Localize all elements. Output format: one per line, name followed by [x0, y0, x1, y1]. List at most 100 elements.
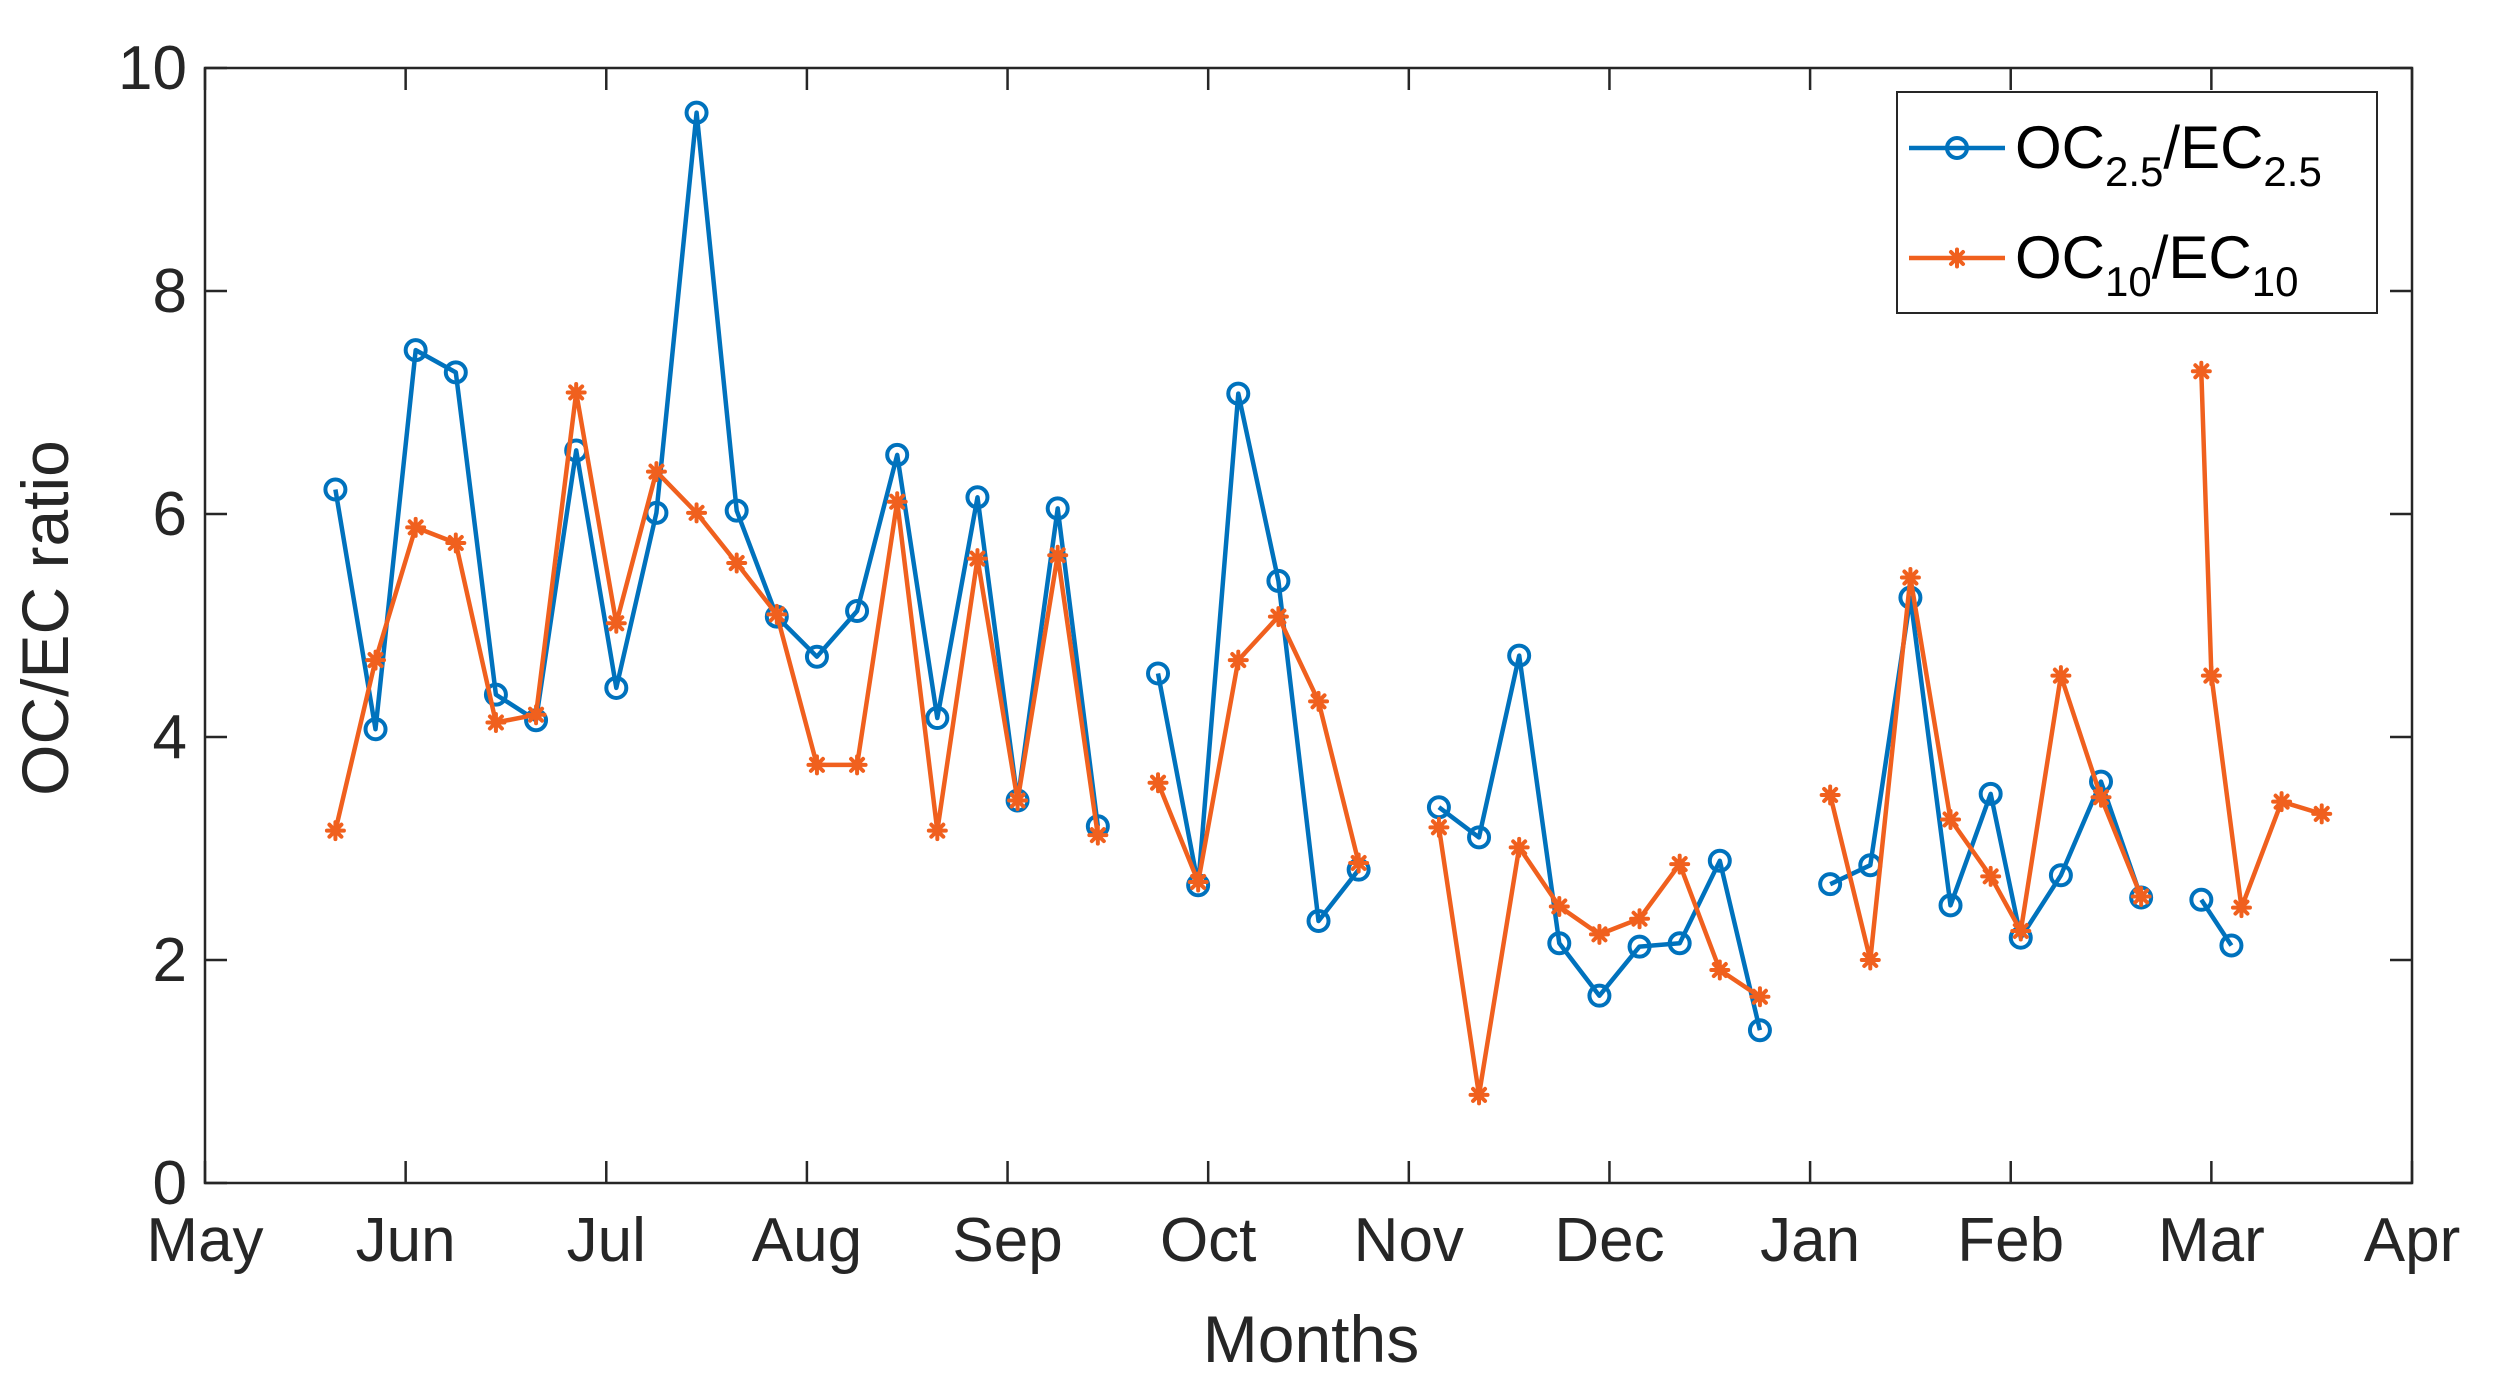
- series-2-point-1-20: [1087, 824, 1109, 846]
- series-2-point-4-3: [1899, 567, 1921, 589]
- series-1-point-1-14: [845, 599, 870, 624]
- series-2-point-4-1: [1819, 784, 1841, 806]
- series-2-point-4-2: [1859, 949, 1881, 971]
- series-2-point-3-3: [1508, 836, 1530, 858]
- series-1-point-3-2: [1467, 825, 1492, 850]
- series-1: [323, 100, 2244, 1043]
- series-1-point-3-7: [1667, 931, 1692, 956]
- legend-entry-2: OC10/EC10: [1909, 224, 2298, 305]
- series-2-point-1-18: [1007, 790, 1029, 812]
- series-1-line-1: [333, 110, 1101, 827]
- series-2-point-1-5: [485, 712, 507, 734]
- legend-marker-2: [1946, 247, 1968, 269]
- x-tick-label-dec: Dec: [1554, 1206, 1664, 1275]
- series-2-point-3-4: [1548, 895, 1570, 917]
- legend-box: [1896, 91, 2378, 314]
- y-tick-label-10: 10: [118, 34, 187, 103]
- y-tick-label-8: 8: [153, 257, 187, 326]
- x-tick-label-nov: Nov: [1354, 1206, 1464, 1275]
- series-2-point-1-4: [445, 532, 467, 554]
- axes-box: [203, 66, 2414, 1185]
- series-2-point-3-6: [1629, 908, 1651, 930]
- series-2-point-3-7: [1669, 853, 1691, 875]
- series-1-point-1-16: [925, 706, 950, 731]
- y-tick-label-2: 2: [153, 926, 187, 995]
- series-2-point-1-6: [525, 704, 547, 726]
- y-tick-label-0: 0: [153, 1149, 187, 1218]
- series-1-point-1-1: [323, 477, 348, 502]
- series-2-point-1-15: [886, 491, 908, 513]
- series-2-point-5-1: [2190, 360, 2212, 382]
- series-2-point-4-7: [2050, 665, 2072, 687]
- x-tick-label-jul: Jul: [567, 1206, 646, 1275]
- x-tick-label-feb: Feb: [1957, 1206, 2064, 1275]
- series-2-point-1-7: [565, 381, 587, 403]
- series-2-point-3-9: [1749, 986, 1771, 1008]
- series-2-point-1-19: [1047, 544, 1069, 566]
- series-1-point-1-3: [403, 338, 428, 363]
- series-2-point-1-10: [686, 502, 708, 524]
- series-1-line-4: [1829, 595, 2144, 940]
- series-1-point-4-5: [1978, 781, 2003, 806]
- series-2-point-1-16: [926, 820, 948, 842]
- series-1-point-3-6: [1627, 934, 1652, 959]
- series-1-point-5-2: [2219, 933, 2244, 958]
- series-2-point-1-17: [966, 548, 988, 570]
- series-1-point-2-4: [1266, 568, 1291, 593]
- series-2-point-2-4: [1267, 606, 1289, 628]
- legend-label-2-part-3: /: [2152, 224, 2169, 291]
- series-1-point-2-5: [1306, 908, 1331, 933]
- y-axis-title: OC/EC ratio: [8, 440, 82, 796]
- x-tick-label-oct: Oct: [1160, 1206, 1256, 1275]
- series-2-point-2-1: [1147, 772, 1169, 794]
- legend-label-2-part-2: 10: [2105, 258, 2152, 305]
- series-1-point-3-3: [1507, 643, 1532, 668]
- series-2-point-4-8: [2090, 786, 2112, 808]
- series-2-point-1-2: [365, 649, 387, 671]
- series-1-point-1-15: [885, 442, 910, 467]
- series-1-point-4-7: [2048, 863, 2073, 888]
- series-2-line-1: [333, 390, 1101, 836]
- series-2-point-1-9: [645, 461, 667, 483]
- series-2-point-5-5: [2311, 803, 2333, 825]
- series-2-point-4-9: [2130, 885, 2152, 907]
- series-1-point-1-5: [483, 682, 508, 707]
- series-2-point-3-5: [1588, 923, 1610, 945]
- series-1-point-1-8: [604, 675, 629, 700]
- legend-label-2-part-1: OC: [2015, 224, 2105, 291]
- axes: 0 2 4 6 8 10 May Jun Jul Aug Sep Oct Nov Dec Jan Feb Mar…: [118, 34, 2460, 1275]
- legend-label-1-part-3: /: [2163, 114, 2180, 181]
- plot-area: [323, 100, 2333, 1106]
- series-2-point-2-6: [1348, 852, 1370, 874]
- legend-entry-1: OC2.5/EC2.5: [1909, 114, 2322, 195]
- legend-label-1: OC2.5/EC2.5: [2015, 114, 2322, 195]
- series-2-line-2: [1155, 614, 1361, 885]
- y-tick-label-6: 6: [153, 480, 187, 549]
- legend-label-1-part-1: OC: [2015, 114, 2105, 181]
- series-2-point-4-4: [1940, 809, 1962, 831]
- series-1-point-3-8: [1707, 848, 1732, 873]
- series-2-point-1-8: [605, 612, 627, 634]
- legend-label-2-part-4: EC: [2168, 224, 2251, 291]
- series-1-point-1-10: [684, 100, 709, 125]
- series-2-point-1-3: [405, 516, 427, 538]
- series-2-point-2-2: [1187, 871, 1209, 893]
- series-1-point-1-13: [804, 644, 829, 669]
- series-2-point-1-11: [726, 552, 748, 574]
- x-tick-label-mar: Mar: [2158, 1206, 2265, 1275]
- series-2-point-5-4: [2271, 791, 2293, 813]
- series-2-point-1-12: [766, 603, 788, 625]
- legend-label-2: OC10/EC10: [2015, 224, 2298, 305]
- series-2-point-5-2: [2200, 665, 2222, 687]
- legend-marker-1: [1945, 136, 1969, 160]
- legend-label-1-part-5: 2.5: [2263, 148, 2321, 195]
- series-2-point-1-14: [846, 754, 868, 776]
- legend-label-1-part-4: EC: [2180, 114, 2263, 181]
- series-2: [324, 360, 2333, 1106]
- legend-label-1-part-2: 2.5: [2105, 148, 2163, 195]
- series-1-point-1-2: [363, 717, 388, 742]
- series-2-point-4-5: [1980, 865, 2002, 887]
- series-1-point-3-9: [1747, 1018, 1772, 1043]
